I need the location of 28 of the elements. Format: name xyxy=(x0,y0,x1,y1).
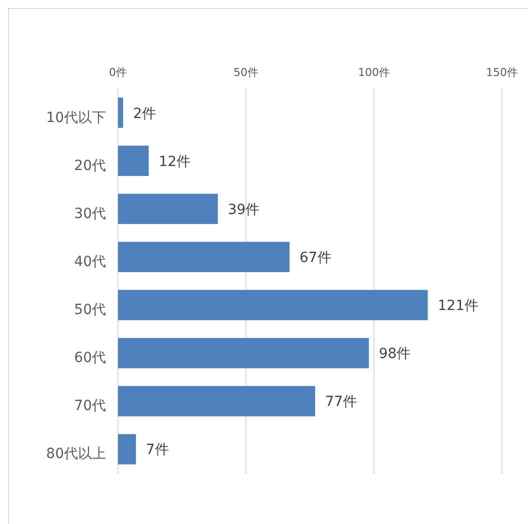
data-label: 7件 xyxy=(146,442,169,458)
y-tick-label: 70代 xyxy=(74,398,106,414)
x-tick-label: 0件 xyxy=(109,66,127,79)
y-tick-label: 30代 xyxy=(74,206,106,222)
y-tick-label: 20代 xyxy=(74,158,106,174)
data-label: 77件 xyxy=(325,394,357,410)
bar xyxy=(118,98,124,128)
x-tick-label: 150件 xyxy=(486,66,518,79)
bar xyxy=(118,338,369,368)
data-label: 67件 xyxy=(300,250,332,266)
bar xyxy=(118,386,316,416)
bar xyxy=(118,290,428,320)
data-label: 2件 xyxy=(133,106,156,122)
data-label: 39件 xyxy=(228,202,260,218)
bar xyxy=(118,146,149,176)
bar xyxy=(118,242,290,272)
data-label: 121件 xyxy=(438,298,478,314)
data-label: 98件 xyxy=(378,346,411,362)
bar xyxy=(118,194,218,224)
data-label: 12件 xyxy=(158,154,191,170)
y-tick-label: 10代以下 xyxy=(46,110,106,126)
y-tick-label: 60代 xyxy=(74,350,106,366)
x-tick-label: 50件 xyxy=(234,66,258,79)
y-tick-label: 50代 xyxy=(74,302,106,318)
x-tick-label: 100件 xyxy=(358,66,390,79)
y-tick-label: 40代 xyxy=(74,254,106,270)
bar xyxy=(118,434,136,464)
y-tick-label: 80代以上 xyxy=(46,446,106,462)
